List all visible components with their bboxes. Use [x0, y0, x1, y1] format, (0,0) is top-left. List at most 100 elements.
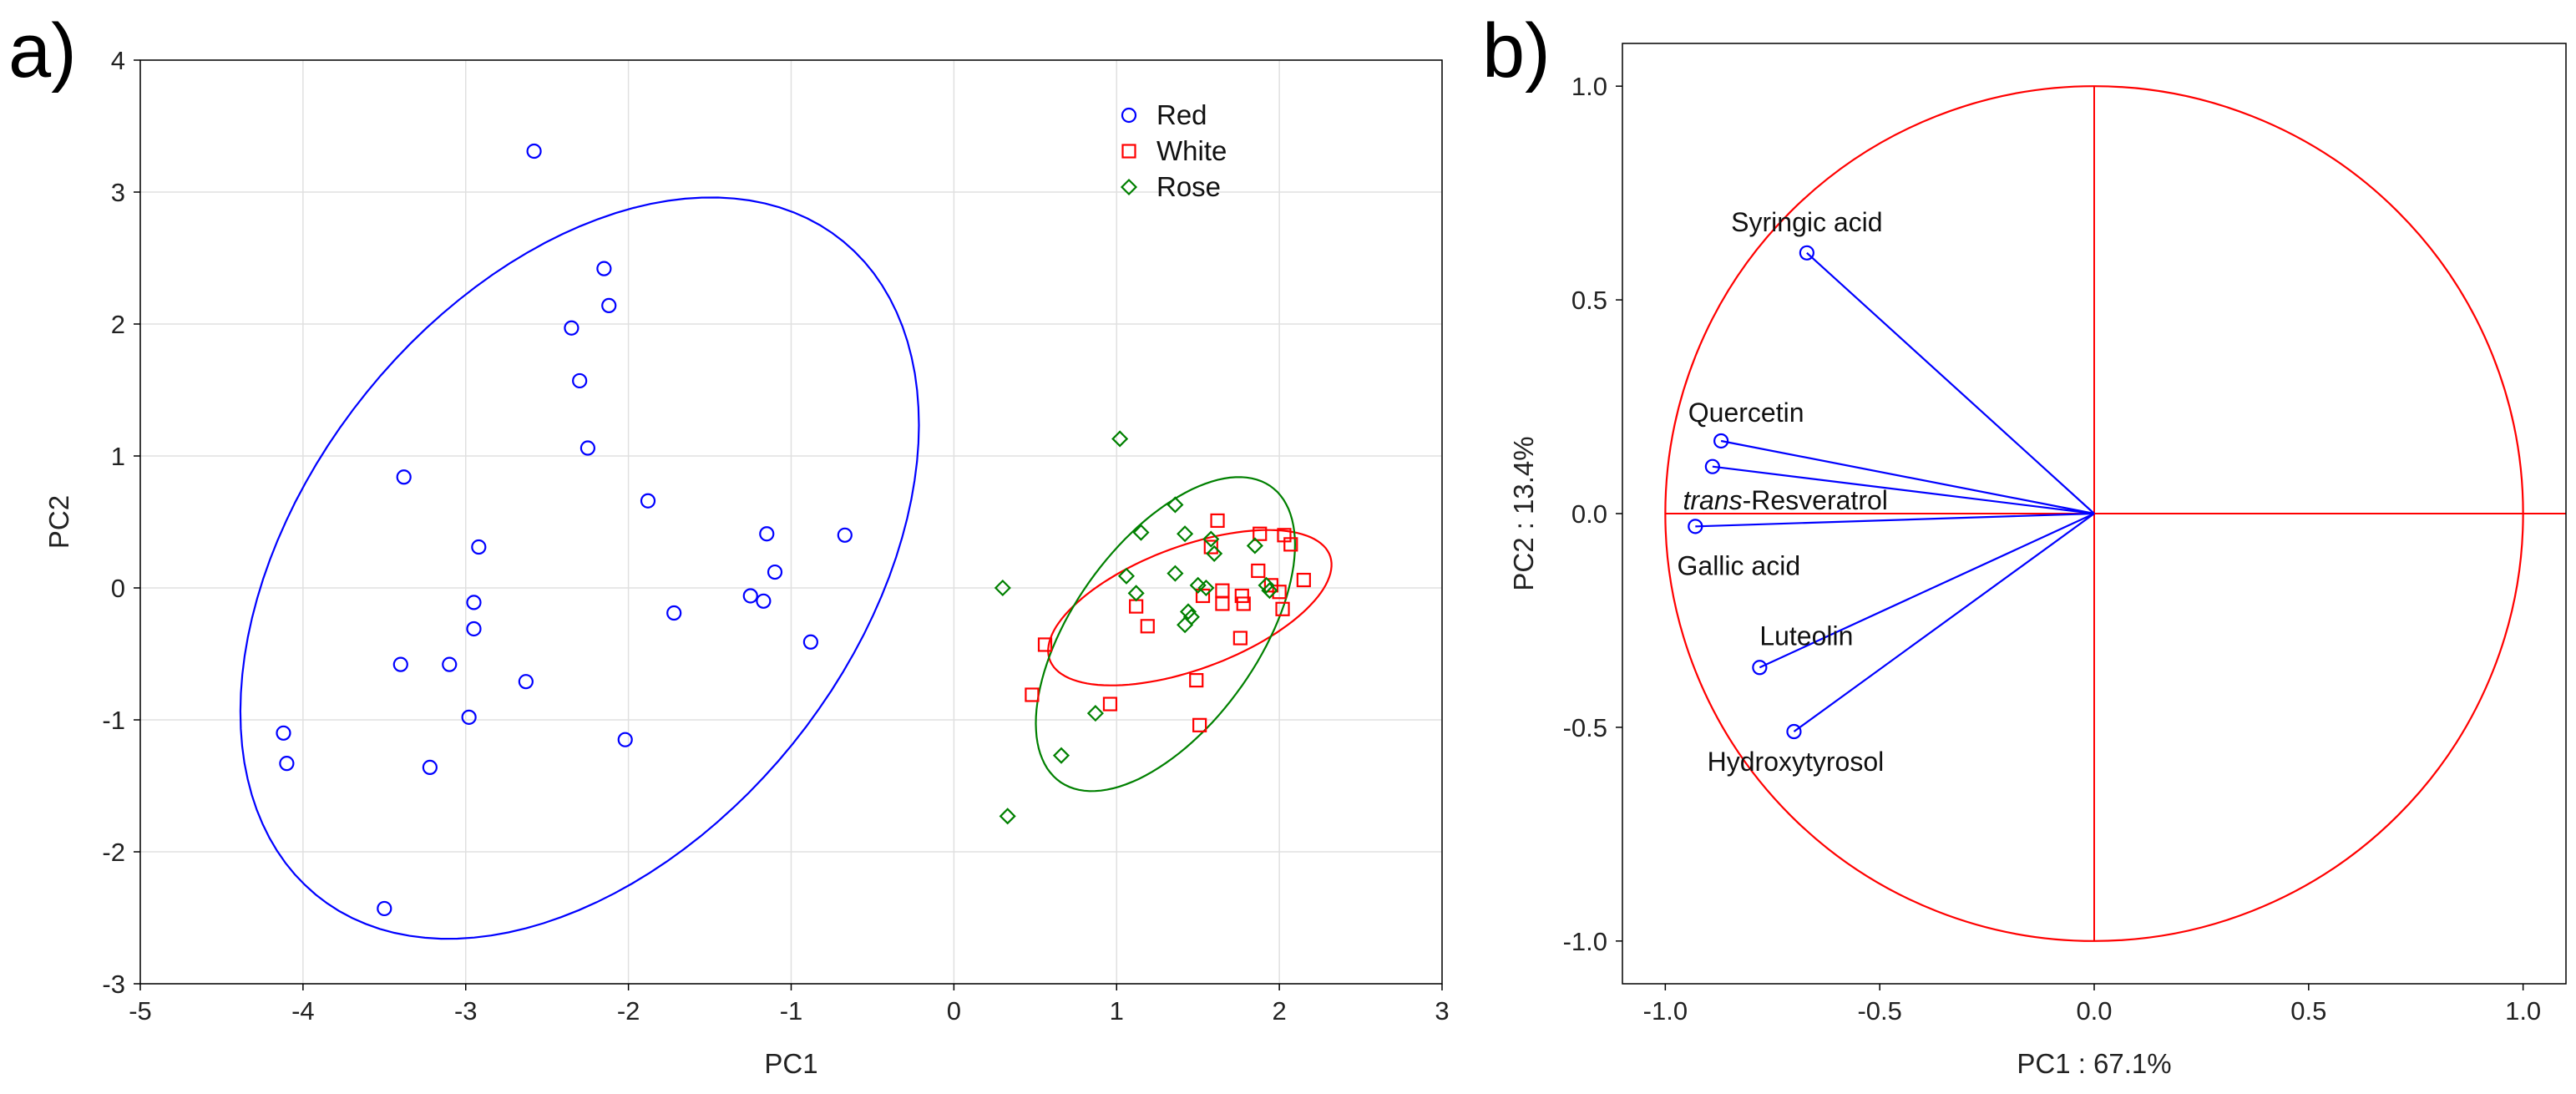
data-point-red	[471, 539, 487, 555]
data-point-red	[466, 595, 482, 610]
data-point-red	[579, 440, 596, 456]
data-point-red	[572, 372, 588, 389]
data-point-red	[640, 493, 656, 509]
data-point-red	[526, 143, 542, 160]
variable-label: trans-Resveratrol	[1683, 485, 1887, 515]
panel-a-points	[276, 143, 1311, 917]
y-tick-label: -1	[102, 706, 125, 735]
data-point-red	[392, 656, 408, 672]
data-point-red	[518, 674, 534, 690]
x-tick-label: -1.0	[1643, 996, 1688, 1026]
legend-item-white: White	[1121, 135, 1227, 166]
y-tick-label: 0	[111, 574, 125, 603]
panel-label-a: a)	[8, 8, 77, 94]
data-point-white	[1251, 563, 1266, 579]
x-tick-label: 0	[947, 996, 961, 1026]
data-point-rose	[1132, 524, 1150, 541]
data-point-red	[756, 593, 772, 609]
y-tick-label: 1	[111, 442, 125, 471]
data-point-white	[1102, 696, 1118, 712]
data-point-rose	[1177, 616, 1194, 634]
variable-label-name: Hydroxytyrosol	[1708, 747, 1885, 777]
x-tick-label: 2	[1273, 996, 1287, 1026]
legend-item-red: Red	[1121, 99, 1207, 130]
panel-a-legend: Red White Rose	[1120, 99, 1227, 202]
panel-b-vectors: Syringic acid Quercetin trans-Resveratrol G…	[1678, 207, 2095, 777]
data-point-red	[276, 725, 291, 741]
variable-vector: Syringic acid	[1731, 207, 2095, 514]
series-white	[1025, 513, 1311, 732]
data-point-red	[596, 261, 612, 276]
data-point-white	[1272, 585, 1287, 600]
x-tick-label: -0.5	[1857, 996, 1901, 1026]
data-point-rose	[1167, 565, 1184, 582]
panel-a-ellipses	[239, 196, 1333, 940]
panel-label-b: b)	[1482, 8, 1551, 94]
data-point-red	[442, 656, 458, 672]
confidence-ellipse-red	[239, 196, 920, 940]
vector-endpoint	[1799, 245, 1814, 261]
vector-line	[1720, 439, 2095, 515]
data-point-red	[396, 469, 412, 485]
series-rose	[994, 430, 1278, 825]
variable-vector: Luteolin	[1752, 513, 2095, 676]
data-point-red	[837, 527, 853, 543]
y-tick-label: -1.0	[1563, 927, 1607, 956]
data-point-rose	[1206, 544, 1223, 562]
data-point-white	[1275, 601, 1290, 616]
panel-b-x-axis-label: PC1 : 67.1%	[2017, 1048, 2171, 1079]
data-point-white	[1210, 513, 1225, 529]
y-tick-label: -3	[102, 970, 125, 999]
legend-marker-rose	[1120, 178, 1138, 196]
vector-line	[1806, 251, 2095, 514]
variable-label-name: Quercetin	[1688, 398, 1804, 428]
confidence-ellipse-white	[1047, 529, 1333, 686]
legend-item-rose: Rose	[1120, 171, 1221, 202]
data-point-white	[1140, 619, 1155, 634]
y-tick-label: 3	[111, 178, 125, 207]
panel-a-y-ticks: -3 -2 -1 0 1 2 3 4	[102, 46, 140, 999]
y-tick-label: 0.5	[1571, 286, 1607, 315]
data-point-rose	[1117, 567, 1135, 585]
variable-label-name: Gallic acid	[1678, 550, 1801, 580]
x-tick-label: 0.5	[2290, 996, 2326, 1026]
data-point-rose	[994, 579, 1011, 597]
panel-b-x-ticks: -1.0 -0.5 0.0 0.5 1.0	[1643, 984, 2541, 1026]
data-point-white	[1189, 672, 1204, 688]
variable-label: Syringic acid	[1731, 207, 1882, 237]
variable-label-name: -Resveratrol	[1743, 485, 1888, 515]
panel-b-y-ticks: -1.0 -0.5 0.0 0.5 1.0	[1563, 72, 1622, 956]
vector-line	[1759, 513, 2095, 669]
x-tick-label: -2	[617, 996, 640, 1026]
data-point-red	[279, 756, 295, 772]
vector-endpoint	[1786, 723, 1802, 740]
panel-a-scatter-plot: a) -5 -4 -3 -2 -1 0 1 2 3 -3 -2 -1 0 1 2 3 4 PC1 PC2 Re…	[8, 8, 1450, 1079]
data-point-red	[617, 732, 633, 747]
data-point-red	[742, 588, 758, 604]
data-point-white	[1232, 631, 1248, 646]
data-point-rose	[1167, 496, 1184, 514]
data-point-rose	[1189, 576, 1207, 594]
legend-label-red: Red	[1156, 99, 1207, 130]
data-point-red	[466, 620, 482, 637]
legend-label-white: White	[1156, 135, 1227, 166]
data-point-white	[1025, 687, 1040, 702]
vector-line	[1712, 465, 2095, 515]
variable-label: Quercetin	[1688, 398, 1804, 428]
data-point-rose	[1202, 530, 1220, 548]
variable-label-prefix: trans	[1683, 485, 1742, 515]
x-tick-label: -1	[780, 996, 803, 1026]
y-tick-label: 1.0	[1571, 72, 1607, 101]
data-point-rose	[1197, 579, 1215, 597]
x-tick-label: -5	[129, 996, 152, 1026]
y-tick-label: -2	[102, 838, 125, 867]
x-tick-label: 1.0	[2505, 996, 2541, 1026]
data-point-red	[666, 605, 682, 621]
data-point-rose	[1086, 705, 1104, 722]
data-point-red	[601, 297, 617, 313]
confidence-ellipse-rose	[1035, 476, 1297, 793]
data-point-white	[1037, 637, 1053, 652]
vector-endpoint	[1688, 519, 1703, 534]
vector-endpoint	[1704, 458, 1720, 474]
